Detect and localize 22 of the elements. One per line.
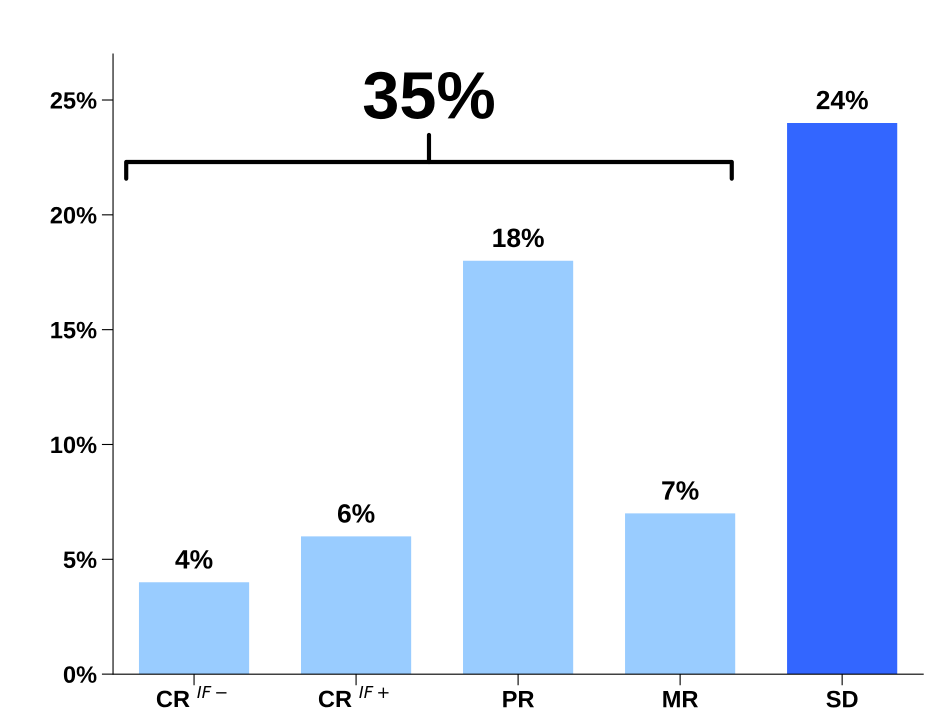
bar	[300, 536, 412, 674]
data-label: 4%	[175, 550, 212, 569]
x-tick-label: SD	[826, 690, 858, 708]
bar	[138, 582, 250, 674]
x-tick-label: MR	[663, 690, 698, 708]
data-label: 6%	[338, 504, 374, 523]
bar	[787, 122, 898, 674]
data-label: 24%	[816, 90, 868, 110]
bar	[463, 260, 574, 674]
y-tick-label: 15%	[51, 322, 96, 338]
x-tick-label: CR $^{IF+}$	[318, 686, 389, 708]
data-label: 18%	[493, 228, 544, 248]
x-tick-label: CR $^{IF−}$	[156, 686, 227, 708]
x-tick-label: PR	[503, 690, 534, 708]
annotation: 35%	[364, 72, 494, 120]
y-tick-label: 10%	[51, 436, 96, 454]
y-tick-label: 5%	[64, 551, 96, 568]
y-tick-label: 0%	[64, 666, 96, 683]
data-label: 7%	[662, 481, 698, 500]
y-tick-label: 20%	[50, 206, 96, 224]
y-tick-label: 25%	[50, 92, 96, 109]
bar	[625, 513, 736, 674]
